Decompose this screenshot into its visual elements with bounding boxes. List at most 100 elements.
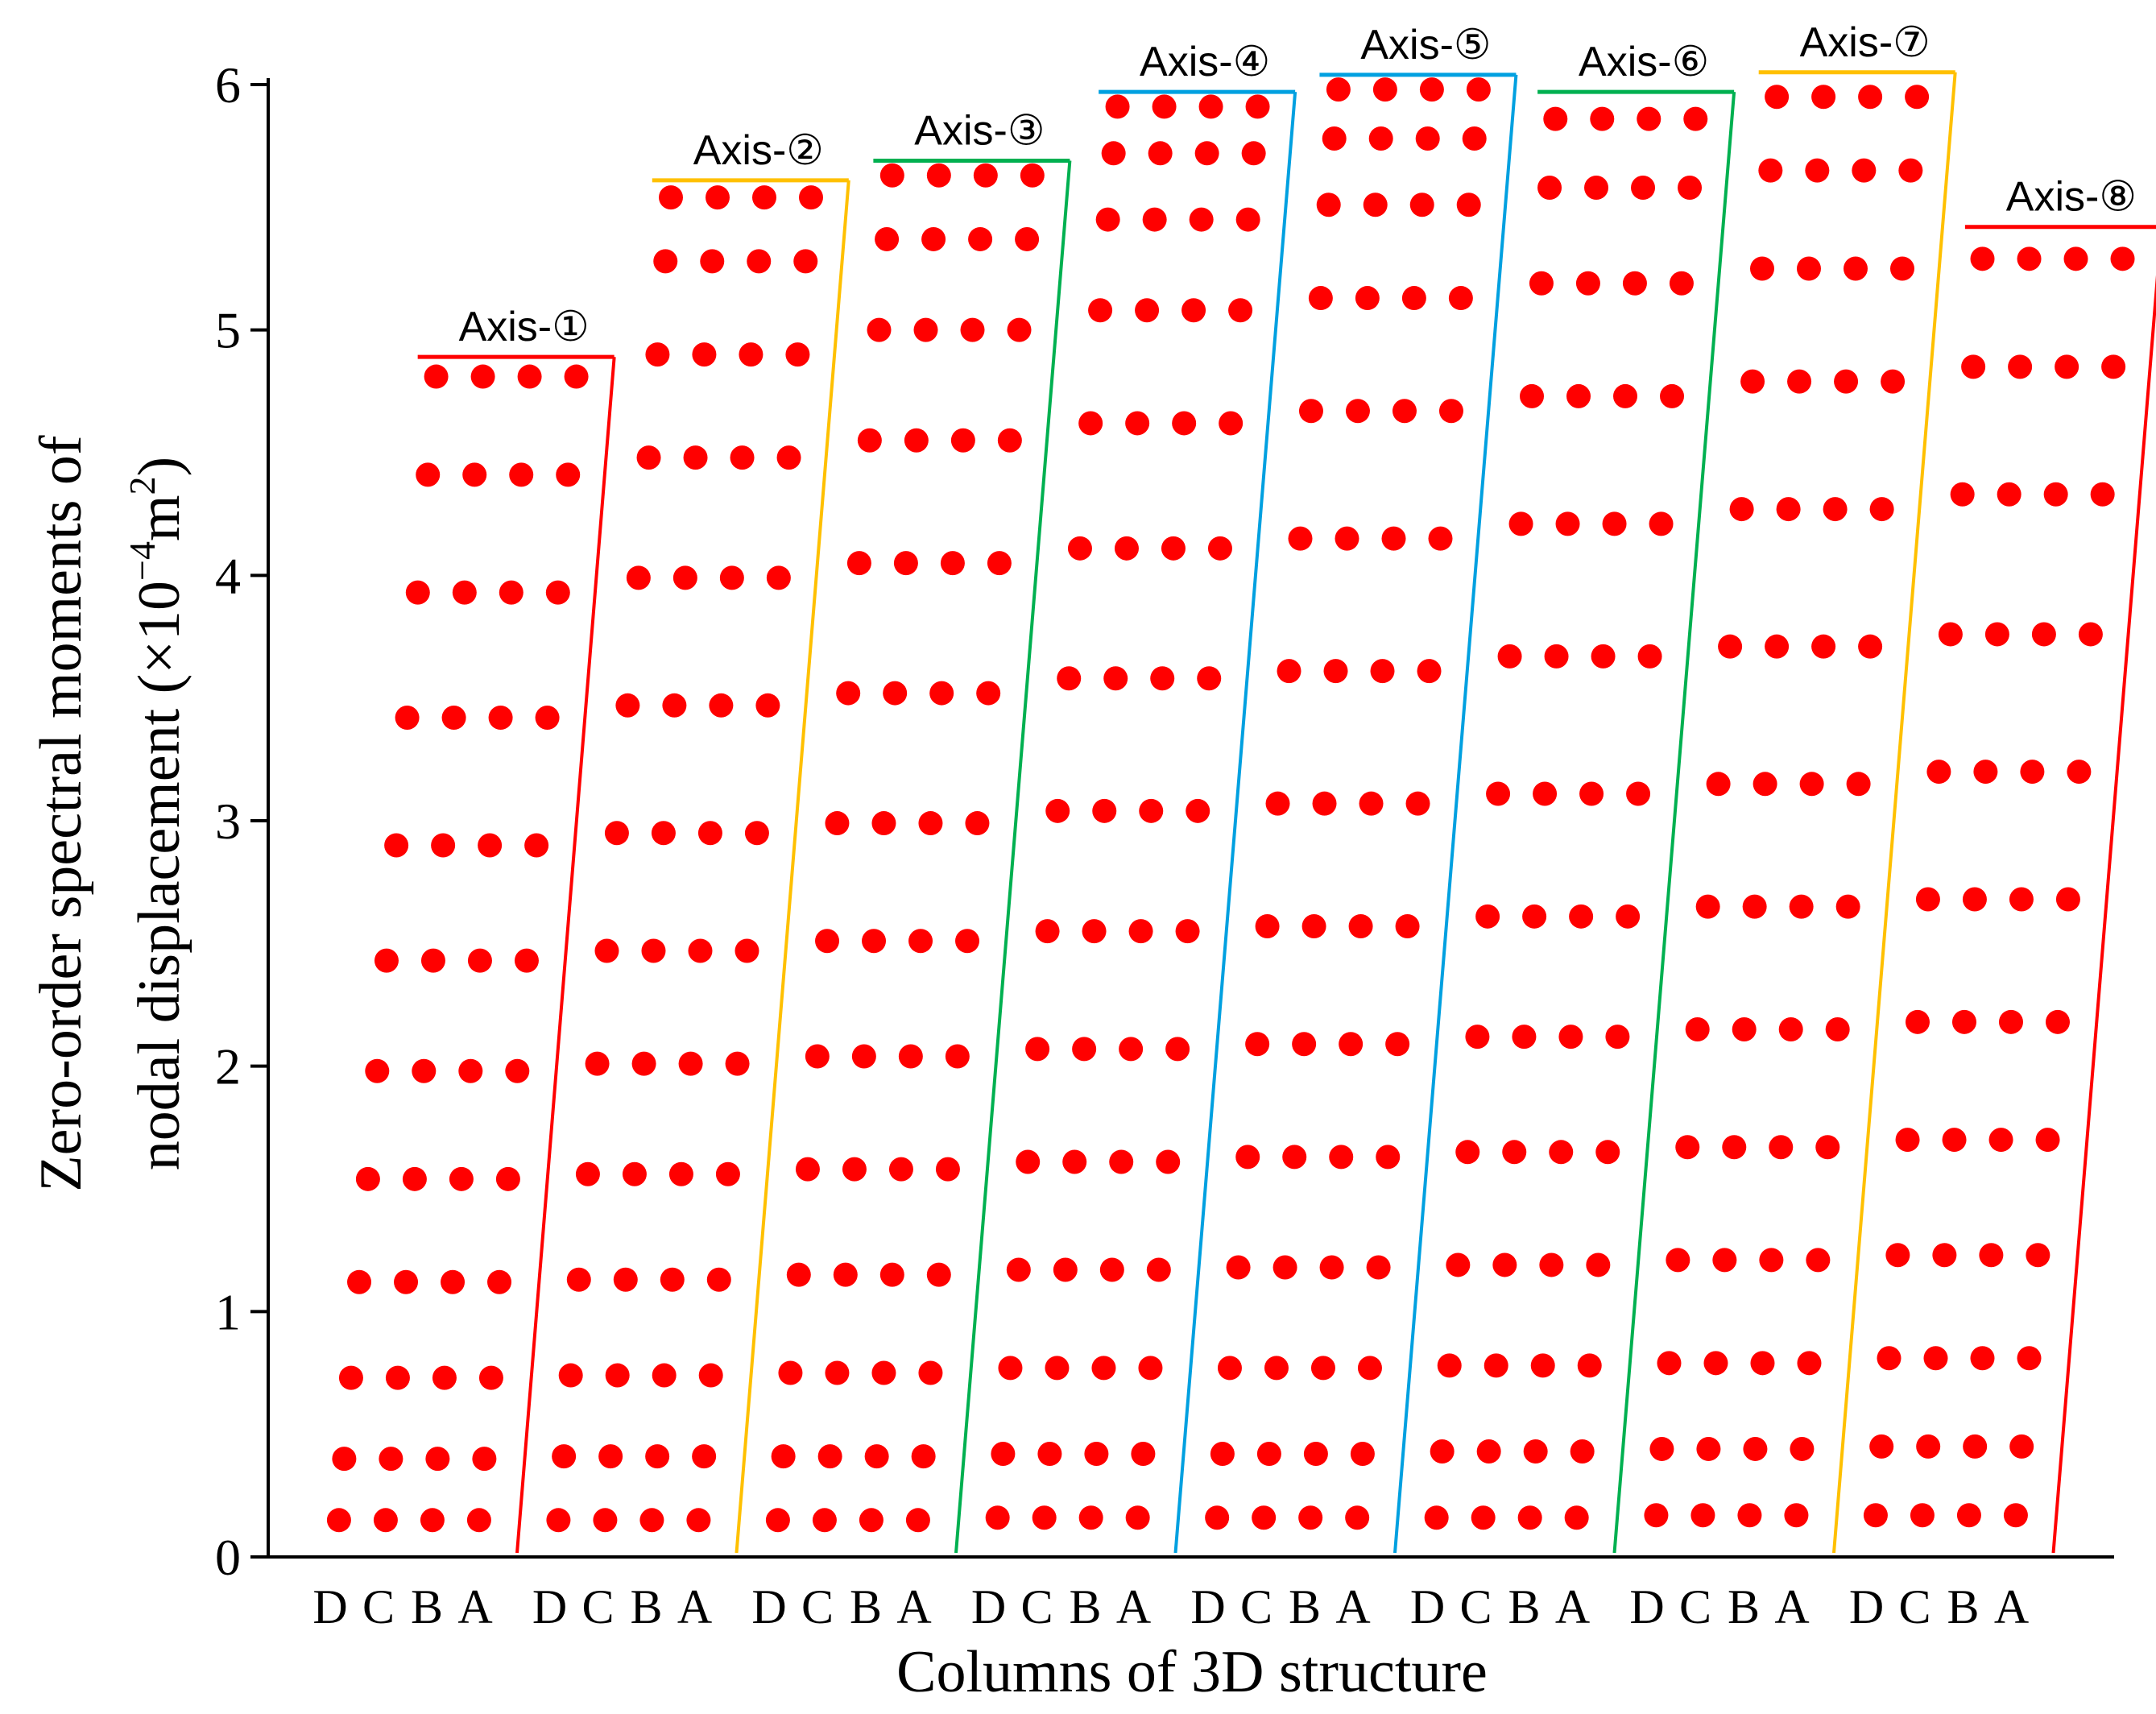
data-point: [1471, 1505, 1496, 1530]
data-point: [1869, 1434, 1894, 1459]
data-point: [470, 364, 495, 389]
data-point: [918, 811, 943, 836]
data-point: [467, 948, 492, 973]
data-point: [1877, 1346, 1902, 1371]
data-point: [929, 681, 954, 706]
data-point: [851, 1044, 876, 1069]
data-point: [739, 342, 763, 367]
data-point: [1323, 659, 1348, 684]
data-point: [1152, 94, 1177, 119]
data-point: [1998, 1009, 2023, 1034]
data-point: [898, 1044, 923, 1069]
data-point: [1591, 644, 1616, 669]
data-point: [478, 833, 503, 858]
y-tick-label: 1: [215, 1283, 241, 1340]
data-point: [1312, 791, 1337, 816]
data-point: [660, 1267, 685, 1292]
data-point: [883, 681, 908, 706]
data-point: [2035, 1128, 2060, 1153]
group-separator-line: [1393, 74, 1518, 1554]
column-label: B: [1289, 1580, 1321, 1633]
data-point: [466, 1508, 491, 1533]
data-point: [1811, 634, 1836, 659]
data-point: [1784, 1503, 1809, 1528]
data-point: [1961, 354, 1986, 379]
data-point: [1895, 1128, 1920, 1153]
data-point: [509, 462, 534, 487]
data-point: [1125, 411, 1150, 436]
data-point: [645, 1444, 670, 1469]
data-point: [385, 1365, 410, 1390]
data-point: [462, 462, 487, 487]
data-point: [778, 1360, 803, 1385]
data-point: [405, 580, 430, 605]
data-point: [1881, 369, 1906, 394]
data-point: [771, 1444, 796, 1469]
data-point: [1339, 1032, 1364, 1057]
data-point: [698, 1363, 723, 1388]
column-label: A: [1994, 1580, 2029, 1633]
data-point: [495, 1166, 520, 1191]
data-point: [1357, 1356, 1382, 1381]
data-point: [1419, 77, 1444, 102]
data-point: [1322, 126, 1347, 151]
data-point: [373, 1508, 398, 1533]
data-point: [1392, 399, 1417, 424]
data-point: [1595, 1140, 1620, 1165]
data-point: [1666, 1248, 1690, 1273]
data-point: [1743, 1436, 1768, 1461]
data-point: [1301, 914, 1326, 939]
data-point: [1570, 1439, 1595, 1464]
data-point: [662, 693, 687, 718]
column-label: A: [1555, 1580, 1590, 1633]
group-separator-line: [1832, 72, 1957, 1554]
data-point: [1569, 904, 1594, 929]
column-label: C: [1020, 1580, 1053, 1633]
data-point: [384, 833, 409, 858]
data-point: [1292, 1032, 1317, 1057]
data-point: [355, 1166, 380, 1191]
data-point: [1265, 791, 1290, 816]
data-point: [1712, 1248, 1737, 1273]
data-point: [2110, 246, 2135, 271]
data-point: [735, 938, 759, 963]
data-point: [815, 929, 840, 954]
data-point: [1395, 914, 1420, 939]
data-point: [1718, 634, 1743, 659]
data-point: [1105, 94, 1130, 119]
data-point: [1437, 1353, 1462, 1378]
data-point: [1956, 1503, 1981, 1528]
data-point: [1417, 659, 1442, 684]
data-point: [1517, 1505, 1542, 1530]
data-point: [1823, 497, 1848, 522]
data-point: [668, 1161, 693, 1186]
data-point: [1835, 894, 1860, 919]
y-tick-label: 6: [215, 56, 241, 114]
data-point: [545, 580, 570, 605]
data-point: [1032, 1505, 1057, 1530]
data-point: [1165, 1037, 1190, 1062]
data-point: [365, 1058, 390, 1083]
data-point: [692, 342, 717, 367]
group-separator-line: [1612, 91, 1736, 1554]
data-point: [441, 1269, 466, 1294]
column-label: D: [532, 1580, 567, 1633]
data-point: [1649, 1436, 1674, 1461]
data-point: [1172, 411, 1197, 436]
data-point: [817, 1444, 842, 1469]
column-label: B: [1508, 1580, 1540, 1633]
data-point: [1366, 1255, 1391, 1280]
data-point: [1797, 1351, 1822, 1376]
data-point: [2101, 354, 2126, 379]
data-point: [1082, 919, 1107, 944]
data-point: [1586, 1252, 1611, 1277]
data-point: [1277, 659, 1301, 684]
data-point: [1255, 914, 1280, 939]
y-tick-label: 4: [215, 547, 241, 604]
data-point: [1750, 1351, 1775, 1376]
data-point: [683, 445, 708, 470]
data-point: [1272, 1255, 1297, 1280]
column-label: C: [362, 1580, 395, 1633]
data-point: [2055, 887, 2080, 912]
data-points: [326, 77, 2135, 1533]
